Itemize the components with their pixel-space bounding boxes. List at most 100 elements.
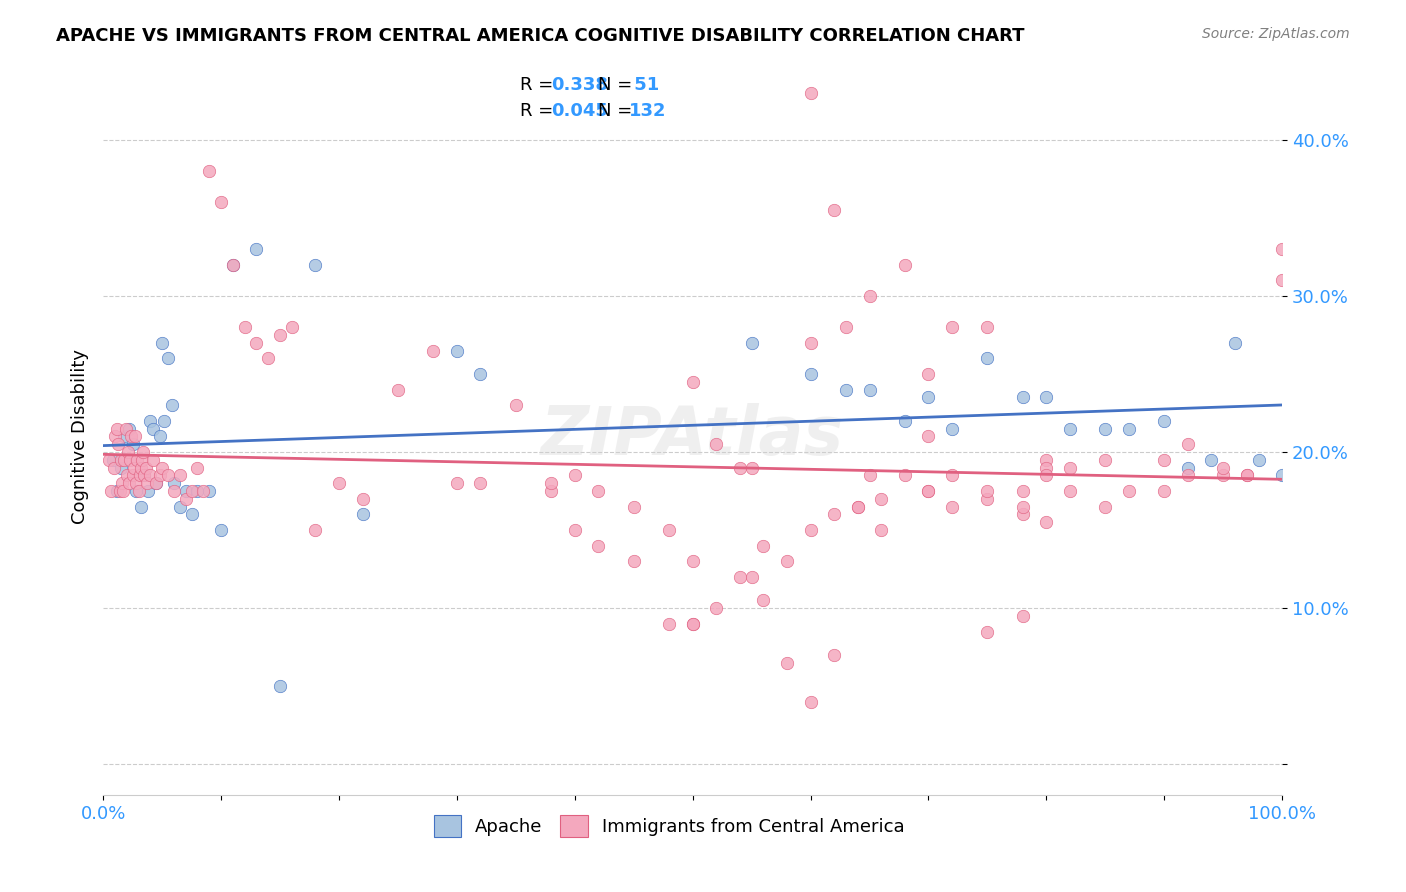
Point xyxy=(121,468,143,483)
Point xyxy=(1271,242,1294,256)
Point xyxy=(564,523,586,537)
Point xyxy=(835,383,858,397)
Point xyxy=(917,367,939,381)
Point xyxy=(118,422,141,436)
Legend: Apache, Immigrants from Central America: Apache, Immigrants from Central America xyxy=(426,807,912,844)
Text: 51: 51 xyxy=(628,76,659,94)
Point xyxy=(623,500,645,514)
Point xyxy=(800,695,823,709)
Point xyxy=(776,554,799,568)
Point xyxy=(108,484,131,499)
Point xyxy=(1177,437,1199,451)
Point xyxy=(135,460,157,475)
Point xyxy=(198,164,221,178)
Point xyxy=(858,383,880,397)
Point xyxy=(470,367,492,381)
Point xyxy=(1236,468,1258,483)
Point xyxy=(623,554,645,568)
Text: ZIPAtlas: ZIPAtlas xyxy=(541,403,844,469)
Point xyxy=(112,484,135,499)
Point xyxy=(1059,422,1081,436)
Point xyxy=(209,523,232,537)
Point xyxy=(150,335,173,350)
Point xyxy=(1035,468,1057,483)
Point xyxy=(150,460,173,475)
Point xyxy=(1177,468,1199,483)
Point xyxy=(976,491,998,506)
Point xyxy=(163,476,186,491)
Point xyxy=(1153,414,1175,428)
Point xyxy=(1118,422,1140,436)
Point xyxy=(136,484,159,499)
Point xyxy=(160,398,183,412)
Point xyxy=(149,429,172,443)
Point xyxy=(186,484,208,499)
Point xyxy=(352,508,374,522)
Point xyxy=(134,468,156,483)
Point xyxy=(1035,391,1057,405)
Point xyxy=(145,476,167,491)
Point xyxy=(281,320,304,334)
Point xyxy=(103,460,125,475)
Point xyxy=(125,484,148,499)
Point xyxy=(540,476,562,491)
Point xyxy=(446,476,468,491)
Point xyxy=(304,258,326,272)
Point xyxy=(1011,484,1033,499)
Point xyxy=(180,508,202,522)
Point xyxy=(704,437,727,451)
Point xyxy=(976,484,998,499)
Point xyxy=(131,453,153,467)
Text: R =: R = xyxy=(520,76,560,94)
Point xyxy=(752,593,775,607)
Point xyxy=(941,422,963,436)
Point xyxy=(110,453,132,467)
Point xyxy=(1059,460,1081,475)
Point xyxy=(1271,273,1294,287)
Point xyxy=(100,484,122,499)
Point xyxy=(446,343,468,358)
Point xyxy=(174,491,197,506)
Point xyxy=(941,500,963,514)
Point xyxy=(169,500,191,514)
Point xyxy=(105,422,128,436)
Point xyxy=(245,335,267,350)
Point xyxy=(120,429,142,443)
Point xyxy=(104,429,127,443)
Point xyxy=(1035,515,1057,529)
Text: 0.045: 0.045 xyxy=(551,103,607,120)
Point xyxy=(1094,453,1116,467)
Text: 0.338: 0.338 xyxy=(551,76,609,94)
Point xyxy=(682,375,704,389)
Point xyxy=(245,242,267,256)
Point xyxy=(776,656,799,670)
Point xyxy=(193,484,215,499)
Y-axis label: Cognitive Disability: Cognitive Disability xyxy=(72,349,89,524)
Point xyxy=(153,414,176,428)
Point xyxy=(111,476,134,491)
Point xyxy=(976,624,998,639)
Point xyxy=(1236,468,1258,483)
Point xyxy=(894,414,917,428)
Point xyxy=(145,476,167,491)
Point xyxy=(163,484,186,499)
Point xyxy=(139,468,162,483)
Point xyxy=(823,508,845,522)
Point xyxy=(387,383,409,397)
Point xyxy=(118,476,141,491)
Point xyxy=(870,523,893,537)
Point xyxy=(858,289,880,303)
Point xyxy=(107,437,129,451)
Point xyxy=(112,429,135,443)
Point xyxy=(1177,460,1199,475)
Point xyxy=(658,523,681,537)
Point xyxy=(101,453,124,467)
Point xyxy=(209,195,232,210)
Point xyxy=(269,679,291,693)
Text: N =: N = xyxy=(598,103,637,120)
Point xyxy=(894,468,917,483)
Text: Source: ZipAtlas.com: Source: ZipAtlas.com xyxy=(1202,27,1350,41)
Point xyxy=(1011,391,1033,405)
Point xyxy=(124,429,146,443)
Point xyxy=(540,484,562,499)
